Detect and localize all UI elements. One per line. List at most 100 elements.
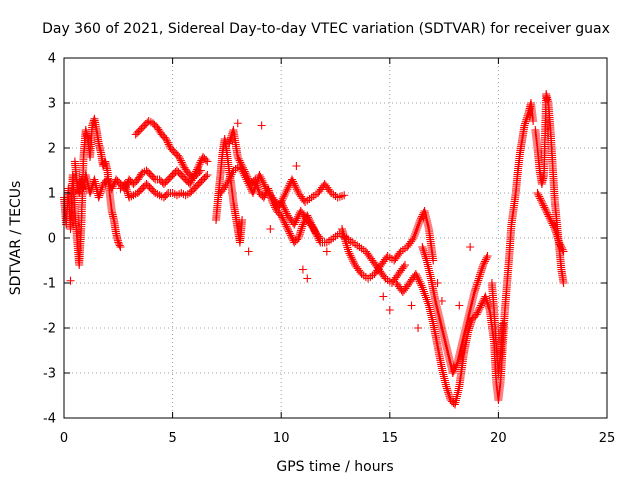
data-point [345, 249, 354, 258]
data-point [292, 185, 301, 194]
data-point [278, 215, 287, 224]
y-tick-label: -4 [43, 412, 56, 427]
data-point [278, 213, 287, 222]
data-point [475, 272, 484, 281]
data-point [473, 278, 482, 287]
data-point [284, 225, 293, 234]
data-point [279, 216, 288, 225]
data-point [195, 160, 204, 169]
data-point [380, 272, 389, 281]
data-point [472, 282, 481, 291]
data-point [422, 295, 431, 304]
data-point [259, 193, 268, 202]
tick-marks [63, 57, 608, 419]
data-point [340, 233, 349, 242]
data-point [342, 239, 351, 248]
data-point [259, 178, 268, 187]
data-point [498, 319, 507, 328]
data-point [420, 250, 429, 259]
data-point [523, 111, 532, 120]
data-point [452, 361, 461, 370]
data-point [414, 324, 423, 332]
data-point [414, 220, 423, 228]
y-tick-label: 0 [48, 232, 56, 247]
data-point [482, 253, 491, 262]
data-point [290, 181, 299, 190]
data-point [385, 306, 394, 314]
data-point [347, 253, 356, 262]
data-point [356, 268, 365, 277]
data-point [478, 262, 487, 271]
data-point [442, 382, 451, 391]
data-point [298, 222, 307, 231]
data-point [450, 365, 459, 374]
data-point [278, 199, 287, 208]
data-point [255, 171, 264, 179]
data-point [477, 301, 486, 310]
data-point [136, 172, 145, 181]
data-point [416, 216, 425, 224]
data-point [522, 113, 531, 122]
data-point [66, 276, 75, 285]
data-point [283, 224, 292, 233]
data-point [292, 162, 301, 170]
data-point [412, 271, 421, 280]
data-point [553, 232, 562, 241]
data-point [279, 192, 288, 201]
data-point [178, 160, 187, 169]
data-point [281, 207, 290, 216]
data-point [472, 310, 481, 319]
data-point [251, 181, 260, 189]
data-point [122, 185, 131, 194]
data-point [482, 296, 491, 305]
data-point [556, 240, 565, 249]
data-point [282, 222, 291, 231]
data-point [286, 231, 295, 240]
data-point [554, 236, 563, 245]
data-point [412, 226, 421, 234]
data-point [196, 158, 205, 167]
data-point [477, 266, 486, 275]
data-point [257, 174, 266, 183]
data-point [162, 190, 171, 199]
y-tick-label: 3 [48, 97, 56, 112]
data-point [120, 180, 129, 188]
data-point [94, 193, 103, 202]
data-point [420, 248, 429, 257]
data-point [296, 228, 305, 237]
data-point [250, 185, 259, 193]
data-point [474, 274, 483, 283]
data-point [285, 229, 294, 238]
data-point [399, 262, 408, 271]
data-point [455, 301, 464, 310]
data-point [423, 297, 432, 306]
data-point [290, 220, 299, 229]
data-point [95, 191, 104, 200]
data-point [177, 158, 186, 167]
x-tick-label: 20 [490, 431, 507, 446]
data-point [222, 180, 231, 188]
data-point [96, 187, 105, 196]
data-point [479, 261, 488, 269]
data-point [293, 235, 302, 244]
data-point [103, 175, 112, 184]
x-tick-label: 10 [273, 431, 290, 446]
data-point [346, 251, 355, 260]
data-point [379, 292, 388, 301]
data-point [559, 279, 568, 287]
data-point [411, 230, 420, 238]
data-point [344, 247, 353, 256]
y-axis-label: SDTVAR / TECUs [8, 181, 24, 296]
data-point [474, 306, 483, 315]
data-point [235, 162, 244, 170]
data-point [543, 208, 552, 217]
data-point [541, 205, 550, 214]
data-point [533, 189, 542, 197]
data-point [545, 214, 554, 223]
data-point [164, 140, 173, 149]
data-point [538, 199, 547, 208]
data-point [343, 245, 352, 254]
data-point [97, 185, 106, 194]
data-point [483, 298, 492, 307]
data-point [149, 174, 158, 182]
